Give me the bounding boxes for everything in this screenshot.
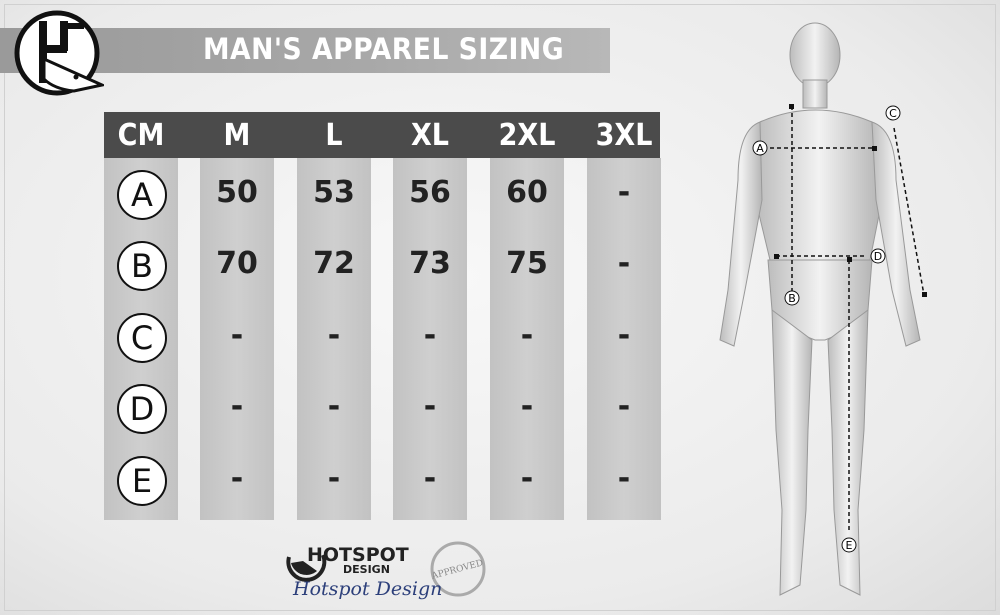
table-cell: - — [423, 461, 437, 496]
table-cell: - — [423, 318, 437, 353]
table-cell: 75 — [506, 246, 548, 281]
table-cell: - — [520, 389, 534, 424]
body-measurement-figure: A B C D E — [719, 22, 927, 596]
table-cell: - — [617, 389, 631, 424]
marker-circle — [841, 537, 857, 553]
table-cell: - — [520, 318, 534, 353]
column-xl — [393, 158, 467, 520]
table-header — [104, 112, 660, 158]
marker-circle — [870, 248, 886, 264]
table-cell: - — [423, 389, 437, 424]
row-label-d: D — [117, 384, 167, 434]
frame — [4, 4, 996, 611]
table-cell: - — [327, 461, 341, 496]
table-cell: 73 — [409, 246, 451, 281]
table-cell: - — [230, 389, 244, 424]
marker-circle — [784, 290, 800, 306]
row-label-a: A — [117, 170, 167, 220]
table-cell: 56 — [409, 175, 451, 210]
header-size: XL — [410, 118, 450, 153]
hotspot-design-brand: HOTSPOT DESIGN APPROVED Hotspot Design — [286, 541, 486, 600]
table-cell: - — [520, 461, 534, 496]
marker-e: E — [846, 539, 853, 552]
brand-name: HOTSPOT — [307, 544, 409, 566]
table-cell: - — [617, 175, 631, 210]
header-size: L — [325, 118, 343, 153]
hs-design-logo — [14, 10, 104, 96]
column-3xl — [587, 158, 661, 520]
table-cell: 53 — [313, 175, 355, 210]
header-size: 3XL — [595, 118, 653, 153]
table-cell: - — [327, 389, 341, 424]
header-size: M — [223, 118, 251, 153]
row-label-e: E — [117, 456, 167, 506]
row-label-b: B — [117, 241, 167, 291]
title-bar — [0, 28, 610, 73]
signature: Hotspot Design — [292, 578, 442, 600]
table-cell: - — [617, 318, 631, 353]
marker-circle — [752, 140, 768, 156]
column-l — [297, 158, 371, 520]
brand-sub: DESIGN — [343, 563, 390, 576]
column-2xl — [490, 158, 564, 520]
table-cell: 60 — [506, 175, 548, 210]
table-cell: - — [617, 246, 631, 281]
page-title: MAN'S APPAREL SIZING — [203, 32, 565, 66]
marker-c: C — [889, 107, 897, 120]
table-cell: 50 — [216, 175, 258, 210]
marker-a: A — [756, 142, 764, 155]
header-size: 2XL — [498, 118, 556, 153]
header-unit: CM — [117, 118, 165, 153]
marker-b: B — [788, 292, 796, 305]
row-label-c: C — [117, 313, 167, 363]
table-cell: 70 — [216, 246, 258, 281]
table-cell: - — [230, 318, 244, 353]
table-cell: - — [230, 461, 244, 496]
table-cell: - — [327, 318, 341, 353]
column-m — [200, 158, 274, 520]
marker-circle — [885, 105, 901, 121]
table-cell: 72 — [313, 246, 355, 281]
marker-d: D — [874, 250, 882, 263]
table-cell: - — [617, 461, 631, 496]
